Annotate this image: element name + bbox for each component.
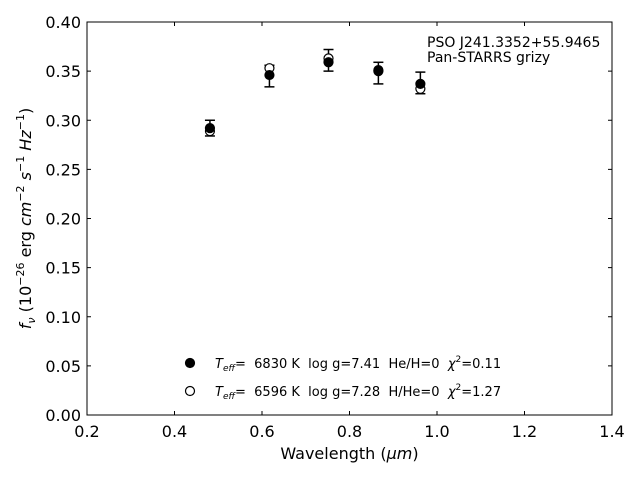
x-tick-label: 1.2 bbox=[512, 422, 537, 441]
legend-entry-1: Teff= 6596 K log g=7.28 H/He=0 χ2=1.27 bbox=[215, 383, 501, 402]
y-tick-label: 0.30 bbox=[45, 111, 81, 130]
point-filled bbox=[204, 123, 216, 134]
plot-area bbox=[86, 21, 613, 416]
x-tick-label: 0.4 bbox=[162, 422, 187, 441]
annotation-photometry: Pan-STARRS grizy bbox=[427, 50, 550, 66]
x-tick-label: 0.2 bbox=[74, 422, 99, 441]
annotation-object-name: PSO J241.3352+55.9465 bbox=[427, 35, 600, 51]
x-tick-label: 0.6 bbox=[249, 422, 274, 441]
point-filled bbox=[264, 69, 275, 81]
y-tick-label: 0.40 bbox=[45, 13, 81, 32]
point-filled bbox=[415, 78, 426, 89]
y-tick-label: 0.35 bbox=[45, 62, 81, 81]
legend-marker-open bbox=[184, 385, 196, 397]
legend-marker-filled bbox=[184, 357, 196, 369]
y-tick-label: 0.25 bbox=[45, 160, 81, 179]
point-filled bbox=[323, 57, 334, 68]
legend: Teff= 6830 K log g=7.41 He/H=0 χ2=0.11 T… bbox=[184, 355, 501, 402]
y-tick-label: 0.15 bbox=[45, 259, 81, 278]
x-tick-label: 1.0 bbox=[424, 422, 449, 441]
legend-entry-0: Teff= 6830 K log g=7.41 He/H=0 χ2=0.11 bbox=[215, 355, 501, 374]
data-points bbox=[204, 53, 426, 137]
axis-ticks bbox=[86, 21, 613, 416]
y-tick-label: 0.00 bbox=[45, 406, 81, 425]
y-tick-label: 0.05 bbox=[45, 357, 81, 376]
tick-labels: 0.2 0.4 0.6 0.8 1.0 1.2 1.4 0.00 0.05 0.10 0.15 0.2… bbox=[45, 13, 624, 441]
y-axis-label: fν (10−26 erg cm−2 s−1 Hz−1) bbox=[14, 108, 38, 329]
x-tick-label: 1.4 bbox=[599, 422, 624, 441]
y-tick-label: 0.10 bbox=[45, 308, 81, 327]
y-tick-label: 0.20 bbox=[45, 210, 81, 229]
point-filled bbox=[373, 65, 384, 76]
x-tick-label: 0.8 bbox=[337, 422, 362, 441]
x-axis-label: Wavelength (μm) bbox=[280, 444, 418, 463]
